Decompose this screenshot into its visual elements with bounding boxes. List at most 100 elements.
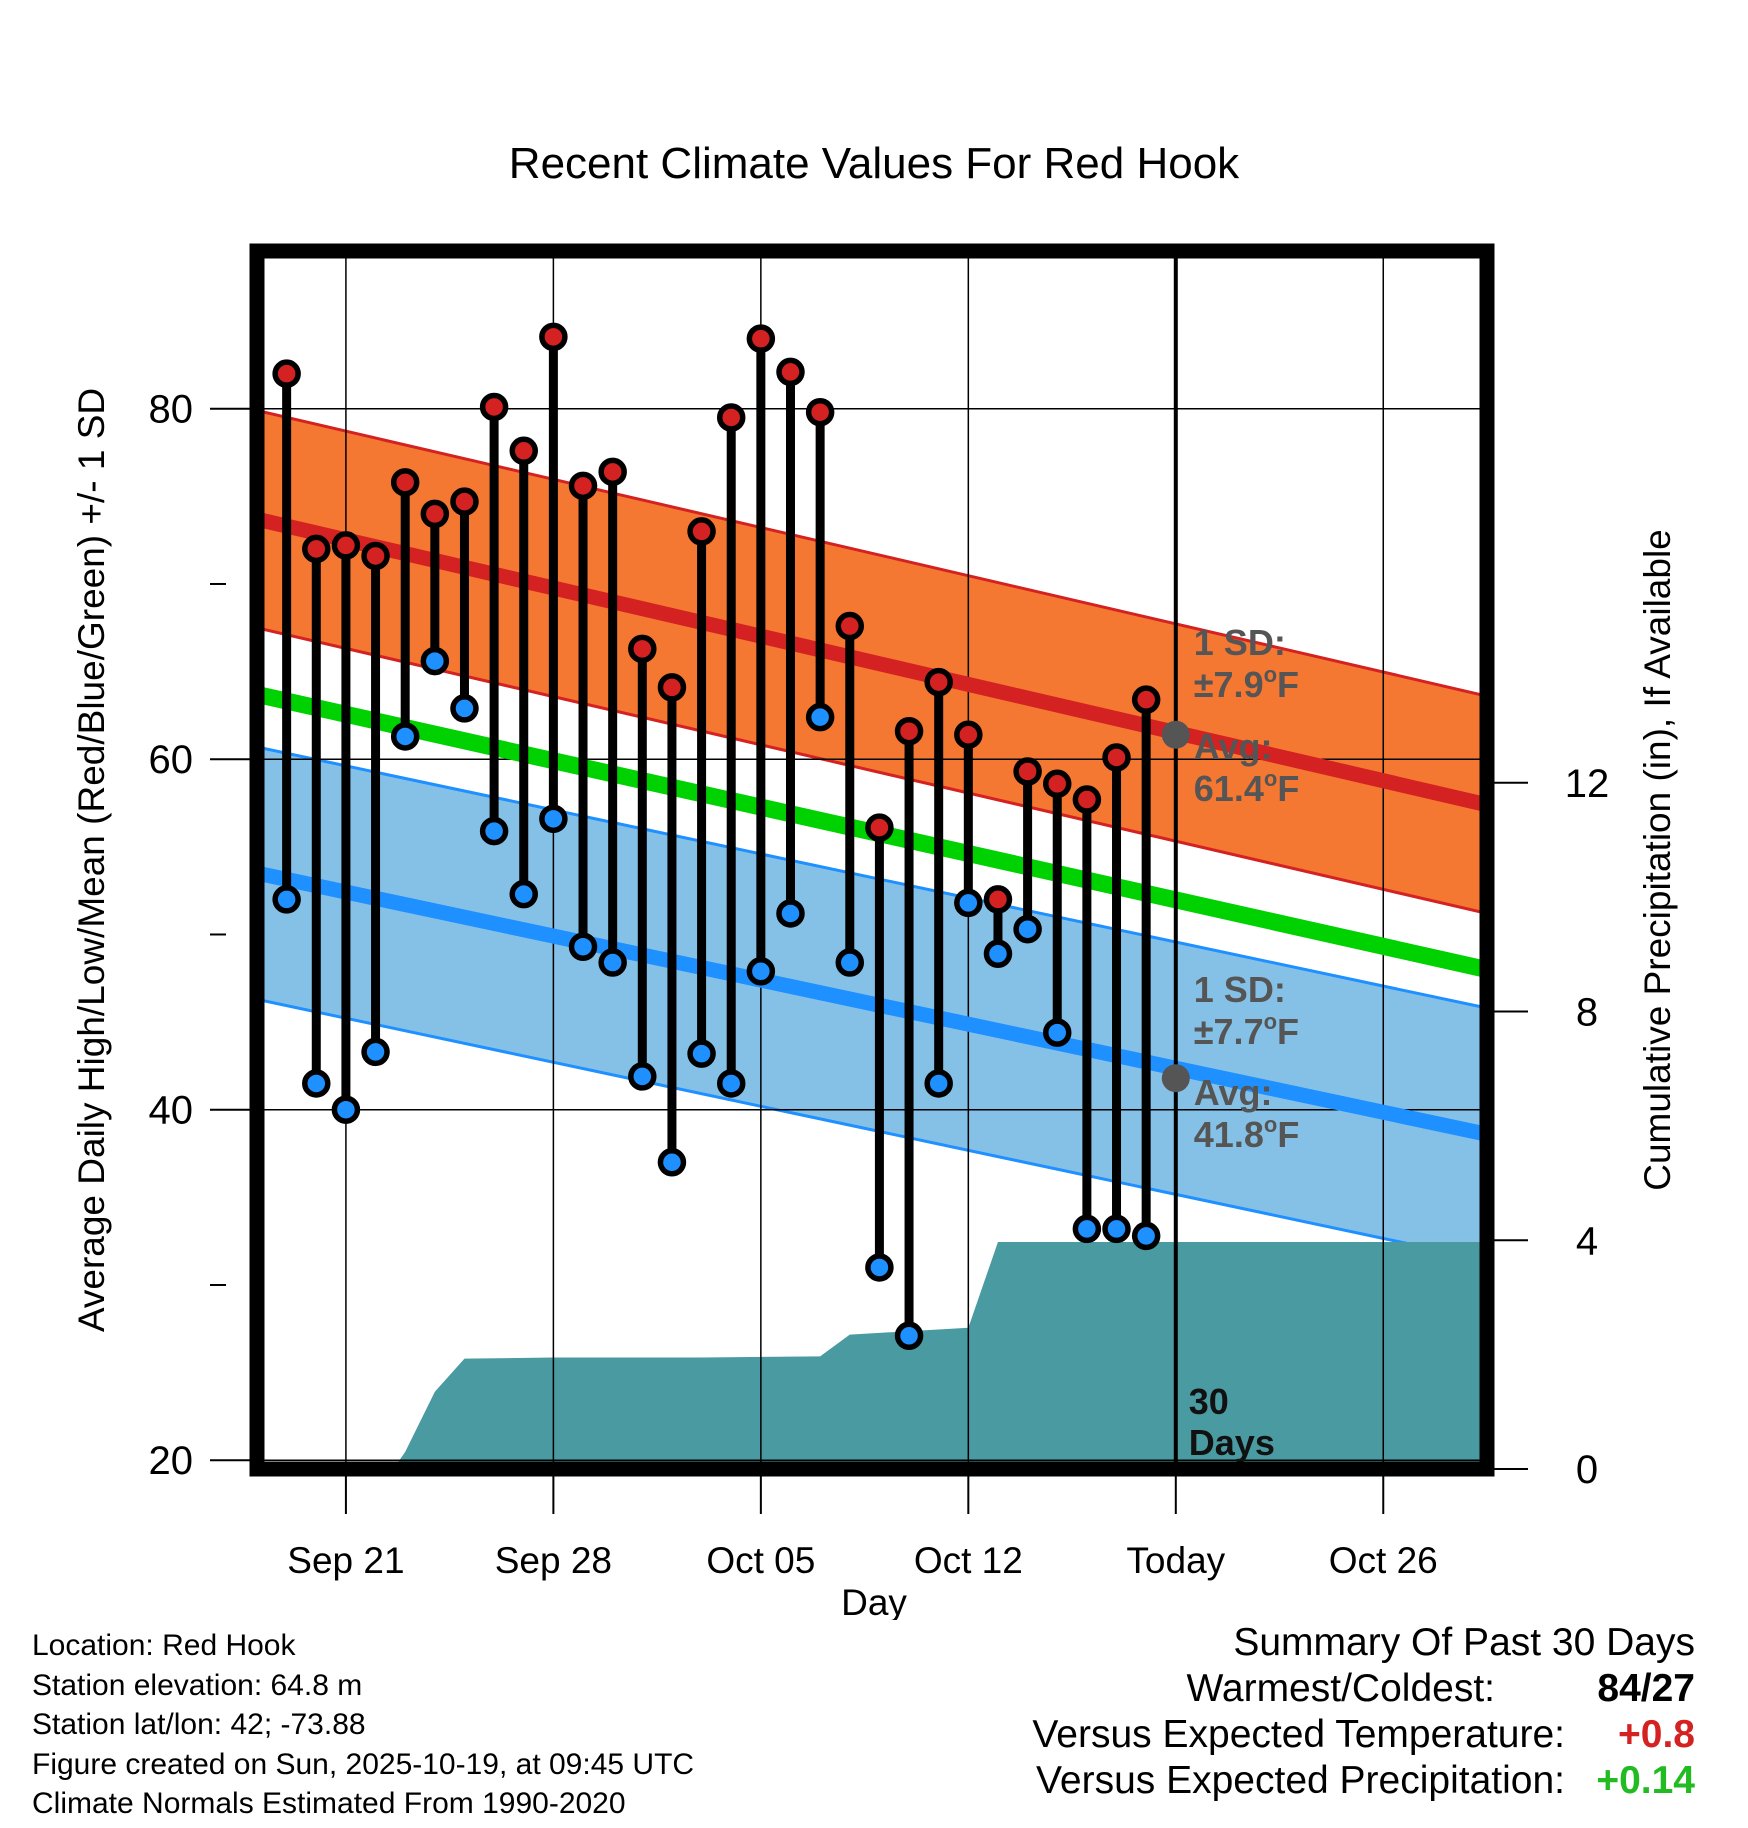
daily-low-point [1042, 1018, 1072, 1047]
daily-low-point [509, 879, 538, 909]
daily-high-point [302, 534, 331, 564]
daily-low-point [746, 957, 776, 986]
daily-high-point [568, 471, 598, 501]
high-sd-label: 1 SD: [1194, 622, 1286, 663]
y-tick-label-80: 80 [149, 388, 194, 432]
daily-low-point [776, 899, 805, 928]
precip-area [393, 1241, 1487, 1469]
x-tick-label-today: Today [1126, 1540, 1225, 1581]
daily-low-point [894, 1321, 924, 1351]
summary-row-warmest: Warmest/Coldest: 84/27 [1032, 1666, 1695, 1712]
created-text: Figure created on Sun, 2025-10-19, at 09… [32, 1747, 695, 1781]
precip-label: Versus Expected Precipitation: [1036, 1759, 1565, 1802]
daily-high-point [924, 667, 953, 697]
daily-high-point [657, 673, 687, 702]
daily-low-point [390, 722, 420, 751]
high-band-upper-edge [257, 409, 1487, 698]
warmest-value: 84/27 [1597, 1667, 1695, 1710]
x-tick-label-oct-12: Oct 12 [914, 1540, 1023, 1581]
daily-high-point [716, 403, 746, 432]
daily-high-point [539, 322, 568, 352]
daily-low-point [568, 932, 598, 961]
daily-low-point [450, 694, 479, 723]
y2-tick-label-8: 8 [1576, 991, 1598, 1035]
daily-high-point [746, 324, 776, 353]
x-axis-label: Day [841, 1582, 907, 1620]
elevation-text: Station elevation: 64.8 m [32, 1668, 363, 1702]
summary-row-precip: Versus Expected Precipitation: +0.14 [1032, 1758, 1695, 1804]
low-band-lower-edge [257, 997, 1487, 1262]
daily-high-point [835, 611, 865, 641]
x-tick-label-oct-26: Oct 26 [1329, 1540, 1438, 1581]
daily-low-point [598, 948, 627, 977]
y-axis-label: Average Daily High/Low/Mean (Red/Blue/Gr… [71, 388, 112, 1332]
high-avg-label: Avg: [1194, 726, 1273, 767]
daily-high-point [420, 499, 450, 529]
daily-high-point [983, 885, 1013, 914]
daily-high-point [805, 397, 835, 427]
daily-low-point [539, 804, 568, 834]
today-label-days: Days [1189, 1422, 1275, 1463]
daily-low-point [1072, 1214, 1102, 1244]
summary-panel: Summary Of Past 30 Days Warmest/Coldest:… [1032, 1620, 1695, 1804]
low-band-upper-edge [257, 745, 1487, 1010]
daily-low-point [420, 646, 450, 676]
daily-high-point [450, 487, 479, 516]
daily-low-point [835, 948, 865, 977]
daily-low-point [272, 885, 301, 914]
summary-title: Summary Of Past 30 Days [1233, 1621, 1695, 1664]
climate-chart: Recent Climate Values For Red Hook 30Day… [71, 139, 1678, 1620]
daily-low-point [865, 1253, 894, 1282]
low-sd-label: 1 SD: [1194, 969, 1286, 1010]
plot-frame [249, 243, 1495, 1477]
low-avg-value: 41.8oF [1194, 1112, 1300, 1155]
daily-high-point [272, 359, 301, 388]
daily-high-point [1013, 757, 1042, 786]
daily-low-point [687, 1039, 716, 1068]
daily-low-point [1131, 1221, 1161, 1251]
warmest-label: Warmest/Coldest: [1186, 1667, 1495, 1710]
daily-high-point [894, 716, 924, 746]
daily-low-point [716, 1069, 746, 1098]
temp-value: +0.8 [1618, 1713, 1695, 1756]
daily-low-point [361, 1037, 390, 1067]
y-tick-label-40: 40 [149, 1089, 194, 1133]
daily-high-point [509, 436, 538, 466]
daily-high-point [598, 457, 627, 487]
daily-high-point [1072, 785, 1102, 814]
daily-low-point [628, 1062, 657, 1091]
daily-stems [272, 322, 1161, 1351]
y2-tick-label-12: 12 [1565, 762, 1610, 806]
daily-high-point [479, 392, 509, 422]
daily-high-point [361, 541, 390, 571]
high-sd-value: ±7.9oF [1194, 662, 1299, 705]
daily-low-point [1013, 914, 1042, 944]
daily-low-point [1102, 1214, 1131, 1244]
y2-axis-label: Cumulative Precipitation (in), If Availa… [1637, 529, 1678, 1191]
x-tick-label-oct-05: Oct 05 [706, 1540, 815, 1581]
location-text: Location: Red Hook [32, 1629, 296, 1662]
y2-tick-label-4: 4 [1576, 1219, 1598, 1263]
daily-low-point [983, 939, 1013, 969]
y2-tick-label-0: 0 [1576, 1448, 1598, 1492]
y-tick-label-20: 20 [149, 1439, 194, 1483]
latlon-text: Station lat/lon: 42; -73.88 [32, 1708, 366, 1741]
summary-row-temp: Versus Expected Temperature: +0.8 [1032, 1712, 1695, 1758]
chart-title: Recent Climate Values For Red Hook [509, 139, 1240, 188]
x-tick-label-sep-21: Sep 21 [287, 1540, 404, 1581]
daily-high-point [776, 357, 805, 387]
daily-low-point [657, 1148, 687, 1177]
low-avg-label: Avg: [1194, 1072, 1273, 1113]
daily-high-point [331, 531, 361, 560]
low-avg-line [257, 865, 1487, 1142]
low-sd-value: ±7.7oF [1194, 1009, 1299, 1052]
x-tick-label-sep-28: Sep 28 [495, 1540, 612, 1581]
daily-high-point [390, 468, 420, 497]
daily-low-point [954, 888, 983, 918]
y-tick-label-60: 60 [149, 738, 194, 782]
daily-low-point [331, 1095, 361, 1124]
today-label-count: 30 [1189, 1381, 1229, 1422]
daily-low-point [805, 702, 835, 732]
high-avg-value: 61.4oF [1194, 766, 1300, 809]
